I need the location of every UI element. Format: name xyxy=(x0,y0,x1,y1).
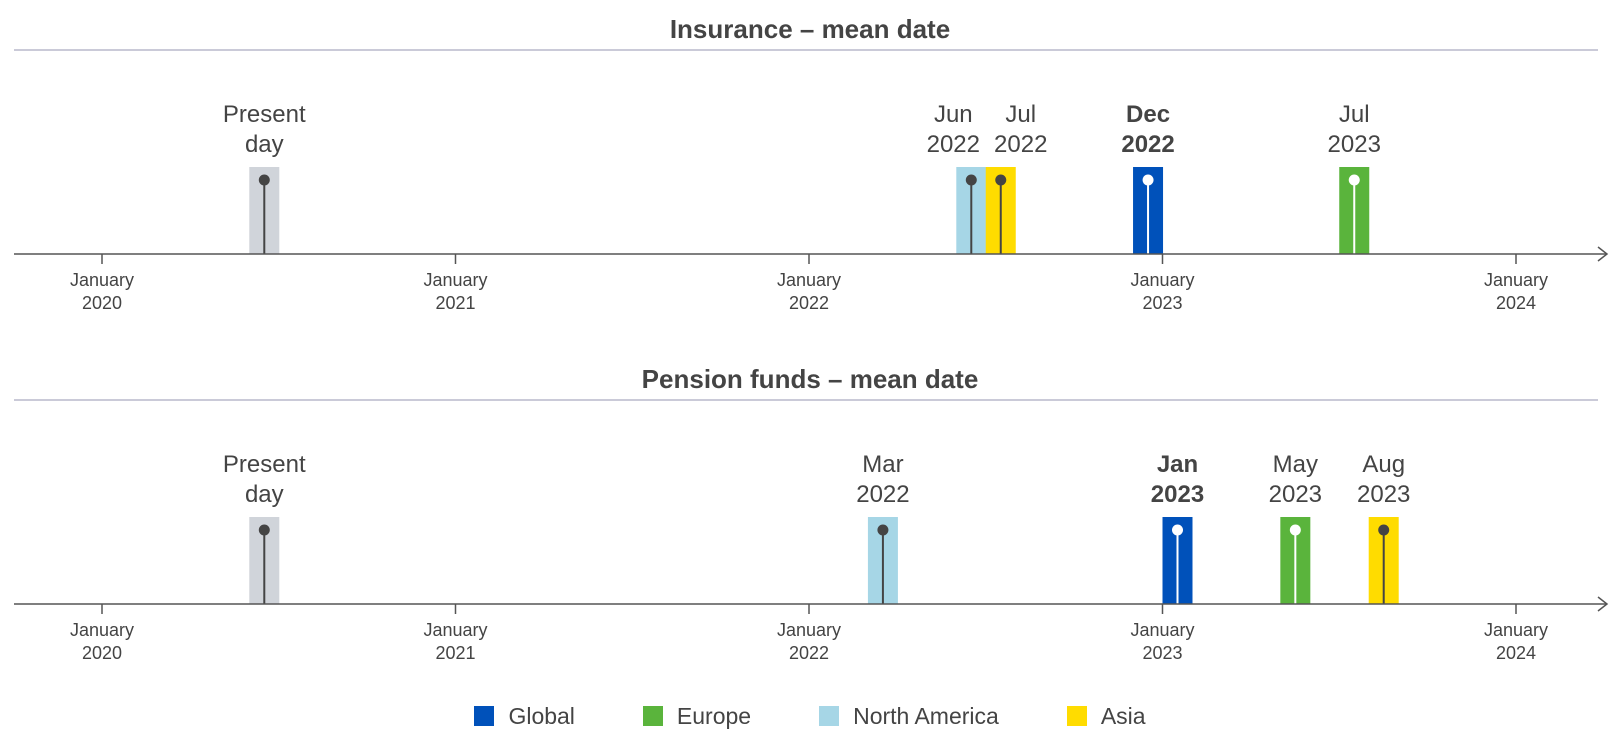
event-label-year: 2022 xyxy=(994,131,1047,158)
chart-title: Insurance – mean date xyxy=(670,14,950,44)
event-label-year: 2022 xyxy=(927,131,980,158)
event-label-month: Present xyxy=(223,101,306,128)
event-label-month: Present xyxy=(223,451,306,478)
x-tick-label-month: January xyxy=(70,270,134,290)
x-axis-arrow xyxy=(1597,246,1609,262)
x-tick-label-year: 2024 xyxy=(1496,643,1536,663)
event-label-month: May xyxy=(1273,451,1318,478)
event-dot xyxy=(1348,174,1360,186)
x-tick-label-month: January xyxy=(423,270,487,290)
event-label-month: Jul xyxy=(1339,101,1370,128)
legend-label-global: Global xyxy=(508,702,575,729)
x-tick-label-year: 2022 xyxy=(789,293,829,313)
event-dot xyxy=(1142,174,1154,186)
event-label-month: Aug xyxy=(1362,451,1405,478)
event-dot xyxy=(965,174,977,186)
x-tick-label-year: 2021 xyxy=(435,643,475,663)
legend-label-asia: Asia xyxy=(1100,702,1146,729)
legend-swatch-north-america xyxy=(819,706,840,726)
timeline-panel-1: Pension funds – mean date Present day Mar 20… xyxy=(14,364,1609,663)
x-axis-arrow xyxy=(1597,596,1609,612)
event-dot xyxy=(1378,524,1390,536)
event-dot xyxy=(1289,524,1301,536)
legend-label-north-america: North America xyxy=(853,702,999,729)
x-tick-label-year: 2024 xyxy=(1496,293,1536,313)
x-tick-label-year: 2021 xyxy=(435,293,475,313)
timeline-charts: Insurance – mean date Present day Jun 2022 Ju… xyxy=(14,14,1609,663)
event-dot xyxy=(258,524,270,536)
legend-item-north-america: North America xyxy=(819,703,999,730)
x-tick-label-month: January xyxy=(777,270,841,290)
legend-item-global: Global xyxy=(474,702,575,730)
chart-title: Pension funds – mean date xyxy=(642,364,979,394)
event-label-month: Jul xyxy=(1005,101,1036,128)
event-label-year: day xyxy=(245,131,284,158)
event-label-year: 2022 xyxy=(1121,131,1174,158)
event-label-year: 2023 xyxy=(1151,481,1204,508)
x-tick-label-month: January xyxy=(1130,620,1194,640)
legend-item-europe: Europe xyxy=(642,702,752,730)
event-dot xyxy=(258,174,270,186)
event-label-year: 2023 xyxy=(1357,481,1410,508)
legend-item-asia: Asia xyxy=(1066,702,1146,730)
x-tick-label-month: January xyxy=(1130,270,1194,290)
timeline-panel-0: Insurance – mean date Present day Jun 2022 Ju… xyxy=(14,14,1609,313)
legend-swatch-asia xyxy=(1066,706,1087,726)
legend-label-europe: Europe xyxy=(676,702,752,729)
event-label-year: 2023 xyxy=(1328,131,1381,158)
x-tick-label-month: January xyxy=(1484,620,1548,640)
event-label-year: 2023 xyxy=(1269,481,1322,508)
x-tick-label-year: 2022 xyxy=(789,643,829,663)
legend: Global Europe North America Asia xyxy=(0,698,1620,734)
x-tick-label-month: January xyxy=(1484,270,1548,290)
event-dot xyxy=(995,174,1007,186)
x-tick-label-month: January xyxy=(70,620,134,640)
x-tick-label-year: 2023 xyxy=(1142,293,1182,313)
event-label-year: day xyxy=(245,481,284,508)
event-label-month: Dec xyxy=(1126,101,1170,128)
x-tick-label-year: 2023 xyxy=(1142,643,1182,663)
x-tick-label-month: January xyxy=(423,620,487,640)
legend-swatch-europe xyxy=(642,706,663,726)
legend-swatch-global xyxy=(474,706,495,726)
event-dot xyxy=(1172,524,1183,536)
event-label-month: Jan xyxy=(1157,451,1198,478)
event-label-month: Mar xyxy=(862,451,903,478)
event-dot xyxy=(877,524,889,536)
event-label-month: Jun xyxy=(934,101,973,128)
event-label-year: 2022 xyxy=(856,481,909,508)
x-tick-label-month: January xyxy=(777,620,841,640)
x-tick-label-year: 2020 xyxy=(82,293,122,313)
x-tick-label-year: 2020 xyxy=(82,643,122,663)
